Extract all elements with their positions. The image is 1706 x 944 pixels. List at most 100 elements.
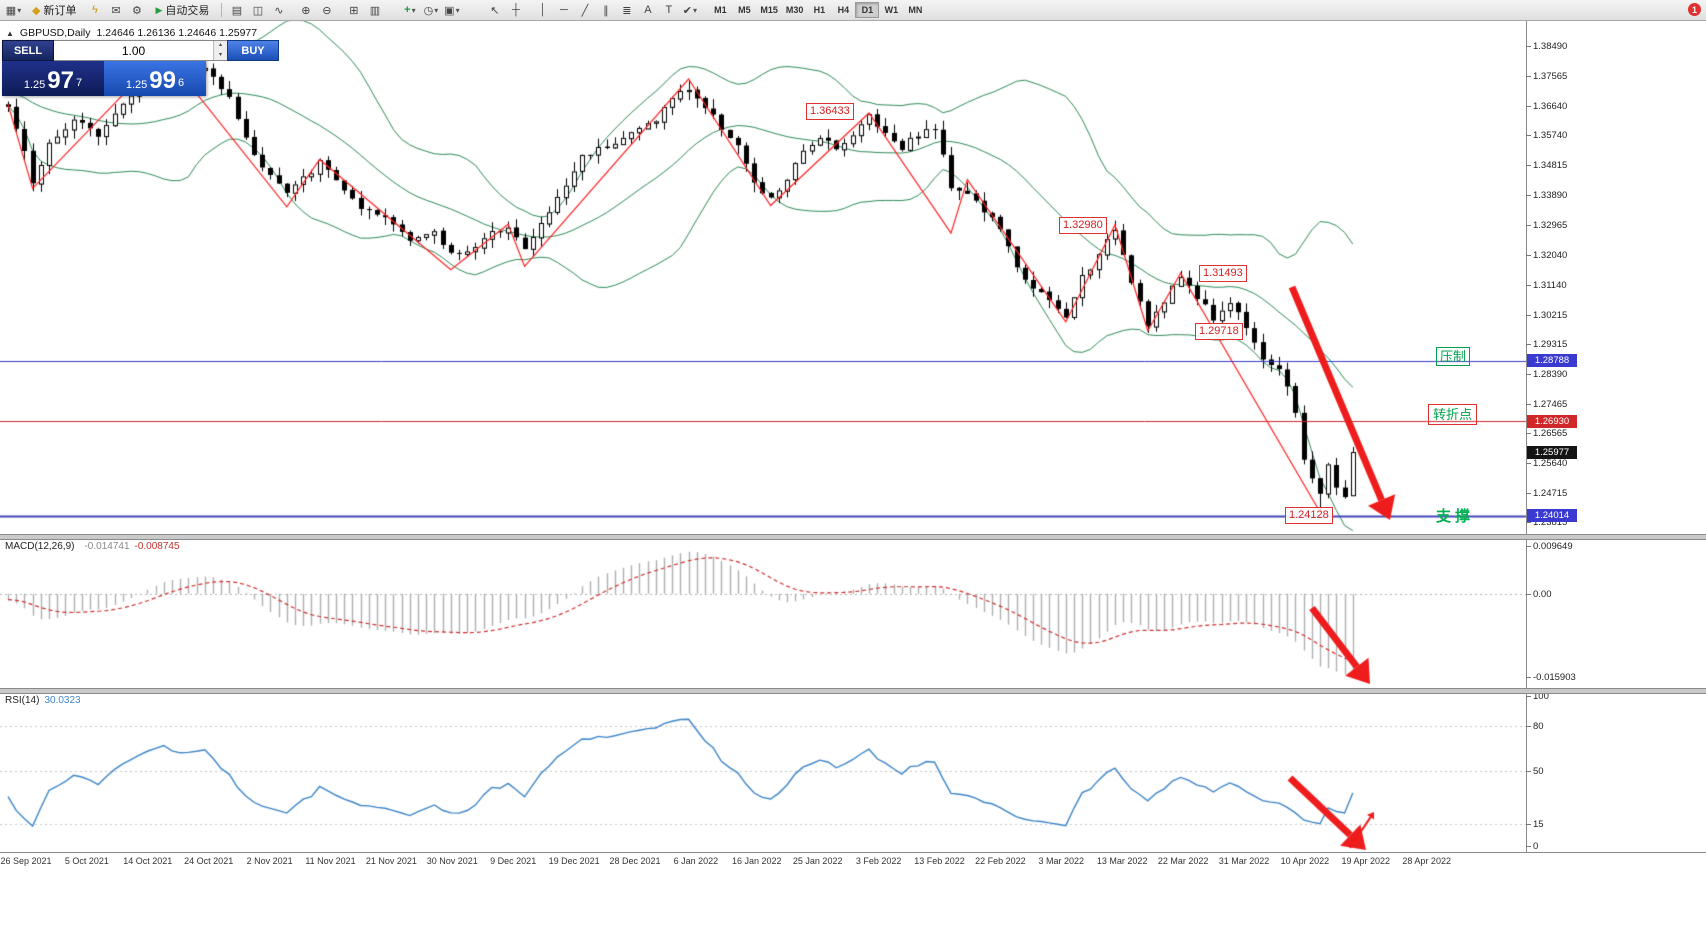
- tf-d1[interactable]: D1: [855, 2, 880, 18]
- text-tool-icon[interactable]: A: [644, 4, 652, 16]
- time-axis-label: 21 Nov 2021: [365, 856, 417, 866]
- price-scale-separator[interactable]: [1526, 20, 1527, 852]
- price-axis-tick: 1.34815: [1525, 160, 1568, 172]
- new-chart-icon[interactable]: ▦ ▾: [3, 1, 24, 20]
- vertical-line-tool-icon[interactable]: │: [539, 4, 547, 16]
- sell-price-sup: 7: [76, 77, 83, 89]
- buy-button[interactable]: BUY: [227, 40, 279, 61]
- chevron-down-icon: ▾: [17, 5, 22, 15]
- chevron-down-icon: ▾: [692, 5, 697, 15]
- tf-m15[interactable]: M15: [756, 2, 782, 18]
- rsi-label: RSI(14) 30.0323: [5, 695, 81, 706]
- macd-name: MACD(12,26,9): [5, 541, 75, 552]
- zoom-out-icon[interactable]: ⊖: [322, 4, 332, 17]
- buy-quote[interactable]: 1.25 99 6: [104, 61, 206, 96]
- macd-panel: MACD(12,26,9) -0.014741 -0.008745: [0, 538, 1706, 688]
- zone-label[interactable]: 转折点: [1428, 404, 1478, 425]
- one-click-collapse-icon[interactable]: ▲: [6, 28, 14, 38]
- price-axis-tick: 1.25640: [1525, 457, 1568, 469]
- one-click-trading-panel: SELL ▴ ▾ BUY 1.25 97 7 1.25: [2, 40, 279, 96]
- time-axis-label: 5 Oct 2021: [64, 856, 109, 866]
- tf-w1[interactable]: W1: [879, 2, 903, 18]
- time-axis-label: 24 Oct 2021: [184, 856, 234, 866]
- horizontal-line-tool-icon[interactable]: ─: [559, 4, 568, 16]
- plus-icon: +: [404, 4, 411, 16]
- time-axis-label: 9 Dec 2021: [490, 856, 537, 866]
- options-icon[interactable]: ⚙: [132, 4, 142, 17]
- chevron-down-icon: ▾: [411, 5, 416, 15]
- volume-down-icon[interactable]: ▾: [214, 50, 227, 60]
- tile-windows-icon[interactable]: ⊞: [349, 4, 359, 17]
- time-axis-label: 11 Nov 2021: [305, 856, 356, 866]
- tf-h4[interactable]: H4: [831, 2, 855, 18]
- bar-chart-icon[interactable]: ▤: [231, 4, 243, 17]
- rsi-panel: RSI(14) 30.0323: [0, 692, 1706, 852]
- time-axis-label: 10 Apr 2022: [1280, 856, 1330, 866]
- label-tool-icon[interactable]: T: [665, 4, 673, 16]
- volume-input[interactable]: [54, 41, 213, 60]
- periods-icon[interactable]: ◷ ▾: [420, 1, 441, 20]
- swing-price-label[interactable]: 1.36433: [806, 103, 854, 120]
- fibonacci-tool-icon[interactable]: ≣: [622, 4, 632, 17]
- time-axis-label: 13 Feb 2022: [914, 856, 965, 866]
- swing-price-label[interactable]: 1.31493: [1199, 265, 1247, 282]
- sell-price-big: 97: [47, 67, 74, 94]
- chart-title: ▲ GBPUSD,Daily 1.24646 1.26136 1.24646 1…: [6, 27, 257, 39]
- sell-quote[interactable]: 1.25 97 7: [2, 61, 104, 96]
- candlestick-chart-icon[interactable]: ◫: [252, 4, 264, 17]
- price-axis-tick: 1.32040: [1525, 250, 1568, 262]
- metaeditor-icon[interactable]: ϟ: [92, 4, 98, 16]
- price-chart-canvas[interactable]: [0, 20, 1526, 534]
- buy-price-prefix: 1.25: [125, 79, 148, 91]
- tf-m1[interactable]: M1: [708, 2, 732, 18]
- time-axis-label: 6 Jan 2022: [673, 856, 719, 866]
- price-axis-tick: 1.24715: [1525, 487, 1568, 499]
- price-axis-tick: 1.28390: [1525, 368, 1568, 380]
- tf-mn[interactable]: MN: [903, 2, 927, 18]
- time-axis-label: 2 Nov 2021: [246, 856, 293, 866]
- price-axis-tick: 1.38490: [1525, 41, 1568, 53]
- time-axis-label: 28 Dec 2021: [609, 856, 661, 866]
- zoom-in-icon[interactable]: ⊕: [301, 4, 311, 17]
- trendline-tool-icon[interactable]: ╱: [581, 4, 589, 17]
- tf-m30[interactable]: M30: [782, 2, 808, 18]
- time-axis-label: 28 Apr 2022: [1402, 856, 1451, 866]
- rsi-axis-tick: 50: [1526, 766, 1544, 777]
- cursor-tool-icon[interactable]: ↖: [490, 4, 500, 17]
- zone-label[interactable]: 支撑: [1436, 508, 1475, 525]
- shapes-tool-icon[interactable]: ✔ ▾: [679, 1, 700, 20]
- sell-button[interactable]: SELL: [2, 40, 54, 61]
- macd-canvas[interactable]: [0, 538, 1526, 688]
- channel-tool-icon[interactable]: ∥: [603, 4, 609, 17]
- macd-signal-value: -0.008745: [134, 541, 180, 552]
- cascade-windows-icon[interactable]: ▥: [369, 4, 381, 17]
- crosshair-tool-icon[interactable]: ┼: [511, 4, 520, 16]
- indicators-icon[interactable]: + ▾: [399, 1, 420, 20]
- swing-price-label[interactable]: 1.29718: [1195, 323, 1243, 340]
- price-chart-panel: ▲ GBPUSD,Daily 1.24646 1.26136 1.24646 1…: [0, 20, 1706, 534]
- panel-splitter[interactable]: [0, 688, 1706, 694]
- panel-splitter[interactable]: [0, 534, 1706, 540]
- buy-price-sup: 6: [178, 77, 185, 89]
- symbol-title: GBPUSD,Daily: [19, 27, 91, 39]
- auto-trading-button[interactable]: ▶ 自动交易: [149, 2, 215, 19]
- swing-price-label[interactable]: 1.24128: [1285, 507, 1333, 524]
- volume-up-icon[interactable]: ▴: [214, 41, 227, 51]
- tf-h1[interactable]: H1: [807, 2, 831, 18]
- tf-m5[interactable]: M5: [732, 2, 756, 18]
- swing-price-label[interactable]: 1.32980: [1059, 217, 1107, 234]
- zone-label[interactable]: 压制: [1436, 347, 1471, 366]
- rsi-canvas[interactable]: [0, 692, 1526, 852]
- templates-icon[interactable]: ▣ ▾: [441, 1, 462, 20]
- chart-grid-icon: ▦: [5, 4, 17, 17]
- check-icon: ✔: [682, 4, 692, 17]
- time-axis[interactable]: [0, 852, 1706, 944]
- macd-axis-bottom: -0.015903: [1526, 672, 1576, 683]
- time-axis-label: 30 Nov 2021: [426, 856, 478, 866]
- new-order-button[interactable]: ◆ 新订单: [26, 2, 82, 19]
- line-chart-icon[interactable]: ∿: [274, 4, 284, 17]
- mail-icon[interactable]: ✉: [111, 4, 121, 17]
- price-axis-tick: 1.29315: [1525, 338, 1568, 350]
- notification-badge[interactable]: 1: [1688, 3, 1701, 16]
- price-tag: 1.25977: [1527, 445, 1577, 459]
